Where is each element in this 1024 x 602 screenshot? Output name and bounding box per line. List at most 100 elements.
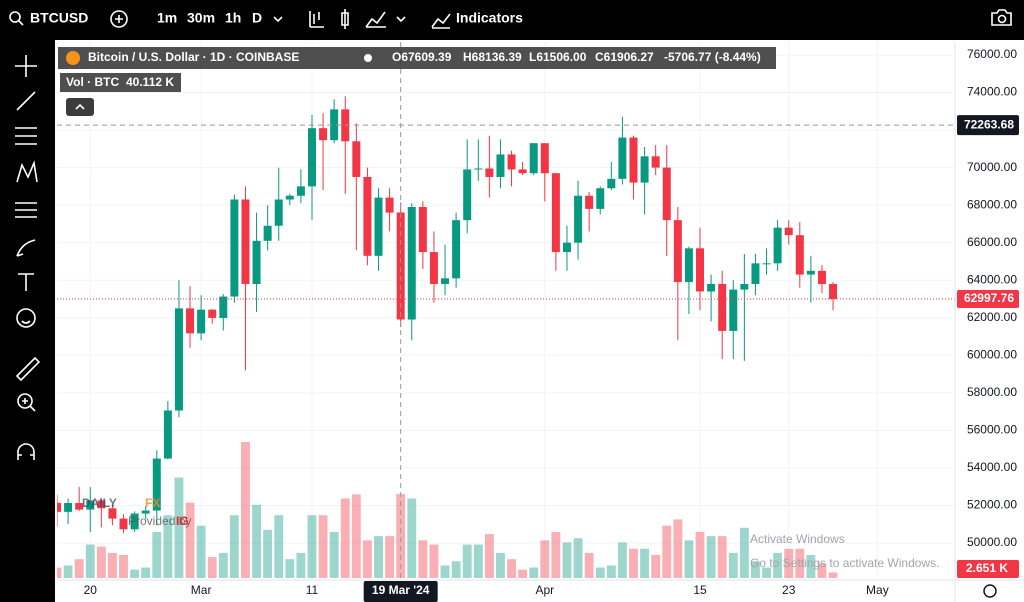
volume-bar (296, 552, 306, 578)
volume-bar (74, 559, 84, 578)
volume-bar (484, 534, 494, 578)
area-icon[interactable] (365, 11, 386, 28)
crosshair-price-label: 72263.68 (964, 117, 1014, 131)
text-tool[interactable] (18, 273, 34, 291)
zoom-tool[interactable] (17, 393, 33, 409)
volume-bar (107, 552, 117, 578)
interval[interactable]: 1h (225, 10, 241, 26)
volume-bar (828, 572, 838, 578)
collapse-button[interactable] (66, 98, 94, 116)
volume-bar (329, 531, 339, 578)
candle-body (806, 270, 815, 275)
interval[interactable]: D (252, 10, 262, 26)
last-volume-box (957, 560, 1019, 578)
volume-bar (340, 498, 350, 578)
add-symbol[interactable] (110, 10, 128, 28)
brush-tool[interactable] (16, 239, 36, 257)
search-icon-handle (18, 20, 24, 26)
candle-body (319, 128, 328, 141)
candle-icon[interactable] (341, 9, 350, 29)
volume-legend-value: 40.112 K (126, 75, 174, 89)
volume-bar (440, 565, 450, 578)
y-tick-label: 74000.00 (967, 85, 1017, 99)
volume-bar (540, 540, 550, 578)
volume-bar (795, 548, 805, 578)
x-tick-label: Apr (535, 583, 554, 597)
bars-icon[interactable] (309, 11, 324, 28)
indicators-icon[interactable] (431, 13, 451, 29)
screenshot-icon-lens (997, 14, 1007, 24)
volume-bar (418, 540, 428, 578)
crosshair-tool[interactable] (15, 55, 37, 77)
candle-layer (57, 96, 838, 534)
volume-bar (362, 540, 372, 578)
volume-bar (473, 544, 483, 578)
watermark-title: Activate Windows (750, 532, 845, 546)
candle-body (296, 186, 305, 196)
y-tick-label: 64000.00 (967, 272, 1017, 286)
candle-body (507, 154, 516, 170)
volume-bar (551, 531, 561, 578)
prediction-tool[interactable] (15, 202, 37, 218)
candle-body (108, 508, 117, 519)
candle-body (407, 207, 416, 320)
volume-bar (595, 567, 605, 578)
x-tick-label: 11 (306, 583, 319, 597)
candle-body (540, 143, 549, 174)
volume-bar (307, 515, 317, 578)
ruler-tool[interactable] (15, 356, 41, 382)
screenshot-icon[interactable] (991, 9, 1012, 26)
candle-body (784, 227, 793, 236)
volume-bar (817, 563, 827, 578)
search-icon[interactable] (9, 11, 21, 23)
candle-body (186, 308, 195, 334)
pattern-tool[interactable] (16, 160, 38, 183)
last-price-label: 62997.76 (964, 291, 1014, 305)
candle-body (707, 283, 716, 292)
volume-bar (562, 542, 572, 578)
candle-body (485, 168, 494, 177)
magnet-tool[interactable] (17, 443, 35, 460)
volume-bar (407, 498, 417, 578)
interval[interactable]: 1m (157, 10, 177, 26)
volume-bar (784, 548, 794, 578)
volume-bar (507, 559, 516, 578)
candle-body (496, 154, 505, 177)
candle-body (562, 242, 571, 253)
fib-tool[interactable] (15, 127, 37, 145)
last-volume-label: 2.651 K (966, 561, 1008, 575)
trendline-tool[interactable] (16, 91, 36, 111)
watermark-text: Go to Settings to activate Windows. (750, 556, 939, 570)
candle-body (585, 195, 594, 209)
settings-icon[interactable] (983, 584, 997, 598)
volume-bar (229, 515, 239, 578)
indicators-button[interactable]: Indicators (456, 10, 523, 26)
candle-body (285, 195, 294, 200)
candle-body (307, 128, 316, 187)
y-tick-label: 66000.00 (967, 235, 1017, 249)
legend-close: C61906.27 (595, 50, 654, 64)
interval[interactable]: 30m (187, 10, 215, 26)
candle-body (385, 197, 394, 213)
interval-menu[interactable] (273, 16, 283, 23)
volume-bar (141, 567, 151, 578)
crosshair-price-box (957, 115, 1019, 136)
emoji-tool[interactable] (16, 308, 36, 328)
candle-body (418, 207, 427, 253)
volume-bar (96, 546, 106, 578)
axes: 50000.00 52000.00 54000.00 56000.00 58000.00… (84, 47, 1019, 602)
bitcoin-icon (66, 51, 80, 65)
candle-body (57, 502, 61, 512)
zoom-tool-plus (22, 398, 36, 412)
legend-low: L61506.00 (529, 50, 587, 64)
symbol[interactable]: BTCUSD (30, 10, 88, 26)
market-status[interactable] (364, 54, 372, 62)
volume-bar (496, 552, 505, 578)
candle-body (163, 410, 172, 459)
candle-body (696, 248, 705, 292)
y-tick-label: 52000.00 (967, 498, 1017, 512)
chart-type-menu[interactable] (396, 16, 406, 23)
volume-bar (773, 552, 783, 578)
volume-legend-name: Vol · BTC (66, 75, 119, 89)
